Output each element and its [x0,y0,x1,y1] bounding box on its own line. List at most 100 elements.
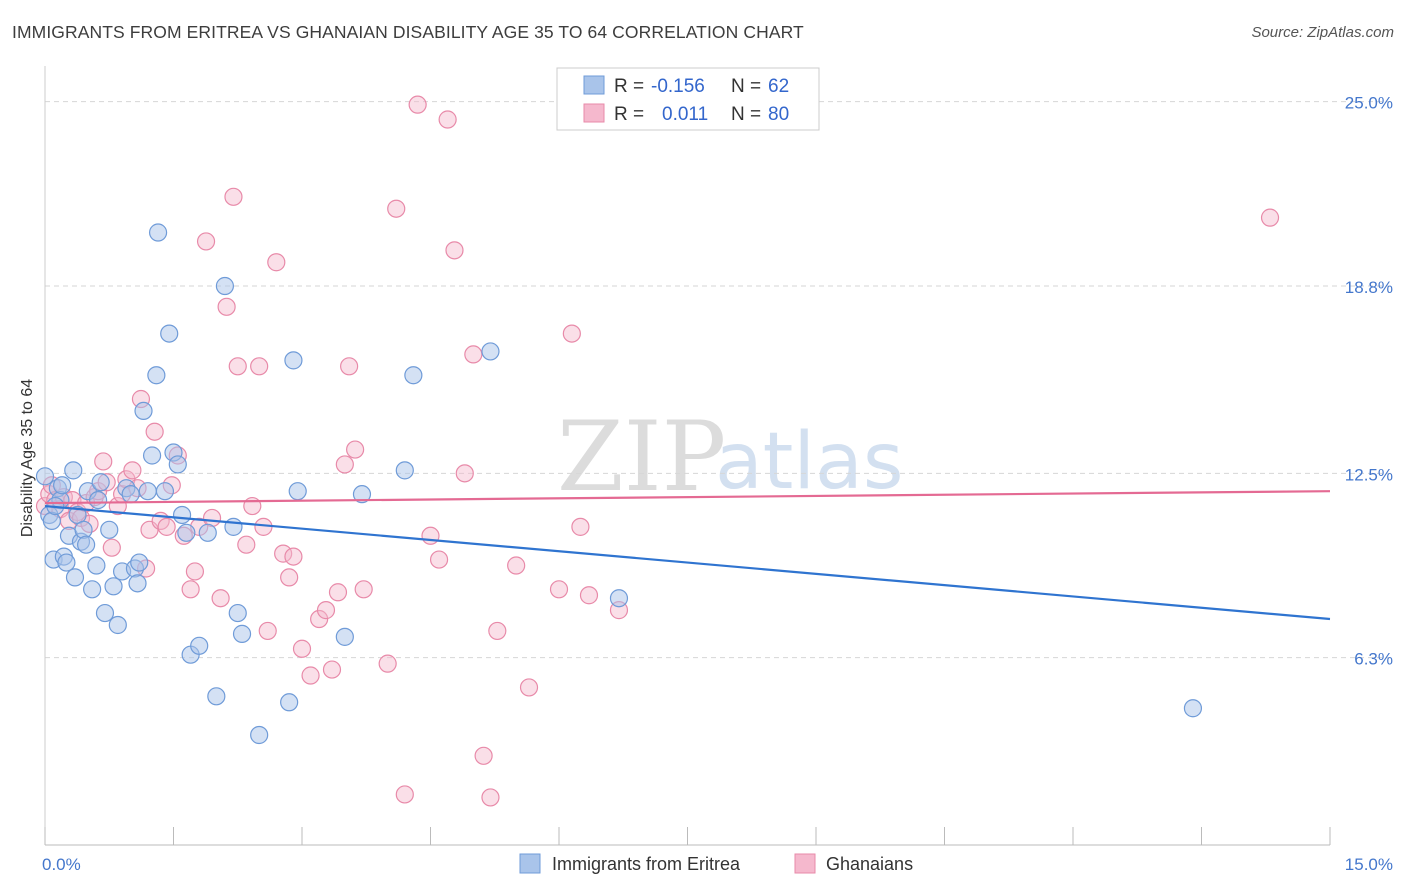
eritrea-point [104,577,123,596]
ghanaians-point [354,580,373,599]
eritrea-trend-line [44,504,1331,621]
ghanaians-point [94,452,113,471]
watermark-zip: ZIP [557,401,726,513]
eritrea-point [89,490,108,510]
eritrea-point [87,556,106,575]
ghanaians-point [395,785,414,804]
y-tick-labels: 6.3% 12.5% 18.8% 25.0% [1345,94,1393,669]
ghanaians-point [562,324,581,343]
eritrea-point [284,351,303,370]
eritrea-point [65,568,85,587]
eritrea-point [172,505,192,525]
eritrea-point [352,485,372,504]
eritrea-point [481,342,500,361]
eritrea-point [57,553,76,572]
eritrea-point [77,535,96,554]
ghanaians-point [1260,208,1280,227]
ghanaians-point [474,746,493,765]
eritrea-point [83,580,102,599]
y-tick-label: 12.5% [1345,465,1393,484]
legend-n-value-eritrea: 62 [768,76,789,97]
ghanaians-trend-line [44,490,1331,505]
series-legend: Immigrants from Eritrea Ghanaians [519,853,913,874]
y-tick-label: 25.0% [1345,94,1393,113]
ghanaians-point [346,440,365,459]
eritrea-point [53,476,72,495]
y-tick-label: 6.3% [1354,650,1393,669]
ghanaians-point [316,601,336,620]
eritrea-point [148,223,168,242]
x-tick-label: 15.0% [1345,855,1393,874]
eritrea-point [130,553,149,572]
ghanaians-point [224,187,243,206]
legend-r-value-eritrea: -0.156 [651,76,705,97]
eritrea-point [288,482,307,501]
chart-source: Source: ZipAtlas.com [1251,24,1394,41]
eritrea-point [35,467,55,486]
legend-n-label-ghanaians: N = [731,104,761,125]
ghanaians-point [340,357,359,376]
axes [44,66,1331,846]
ghanaians-point [387,199,406,218]
legend-swatch-eritrea [583,75,605,95]
ghanaians-point [549,580,569,599]
ghanaians-point [335,455,354,474]
watermark-atlas: atlas [715,417,904,507]
series-legend-swatch-eritrea [519,853,541,874]
legend-r-label-ghanaians: R = [614,104,644,125]
legend-n-value-ghanaians: 80 [768,104,789,125]
trend-lines [44,490,1331,621]
ghanaians-point [284,547,303,566]
ghanaians-point [196,232,216,251]
ghanaians-point [488,621,507,641]
y-tick-label: 18.8% [1345,278,1393,297]
eritrea-point [168,455,187,474]
chart-title: IMMIGRANTS FROM ERITREA VS GHANAIAN DISA… [12,22,804,42]
ghanaians-point [301,666,320,685]
eritrea-point [224,517,243,536]
ghanaians-point [258,621,277,641]
eritrea-point [147,366,166,385]
eritrea-point [138,482,157,501]
series-legend-swatch-ghanaians [794,853,816,874]
ghanaians-point [237,535,256,554]
eritrea-point [609,589,629,608]
ghanaians-point [408,95,427,114]
ghanaians-point [519,678,539,697]
eritrea-point [155,482,175,501]
eritrea-point [100,520,119,539]
ghanaians-point [481,788,500,807]
ghanaians-point [322,660,342,679]
ghanaians-point [464,345,483,364]
eritrea-point [280,693,299,712]
x-tick-label: 0.0% [42,855,81,874]
legend-r-value-ghanaians: 0.011 [662,104,708,125]
y-axis-title: Disability Age 35 to 64 [19,379,36,537]
eritrea-point [404,366,423,385]
eritrea-point [250,725,269,745]
eritrea-point [91,473,110,492]
ghanaians-point [185,562,205,581]
legend-r-label-eritrea: R = [614,76,644,97]
correlation-legend: R = -0.156 N = 62 R = 0.011 N = 80 [556,67,820,131]
eritrea-point [1183,699,1203,718]
x-tick-labels: 0.0% 15.0% [42,855,1393,874]
ghanaians-point [228,357,247,376]
ghanaians-point [267,253,286,272]
ghanaians-point [445,241,464,260]
legend-n-label-eritrea: N = [731,76,761,97]
eritrea-point [232,624,252,643]
series-legend-label-ghanaians: Ghanaians [826,854,913,874]
eritrea-point [42,511,61,531]
ghanaians-point [181,580,200,599]
eritrea-points [35,223,1203,745]
eritrea-point [142,446,162,465]
ghanaians-point [102,538,121,557]
ghanaians-point [250,357,269,376]
ghanaians-point [455,464,474,483]
eritrea-point [207,687,226,706]
eritrea-point [395,461,414,480]
eritrea-point [215,276,234,296]
eritrea-point [228,603,247,623]
